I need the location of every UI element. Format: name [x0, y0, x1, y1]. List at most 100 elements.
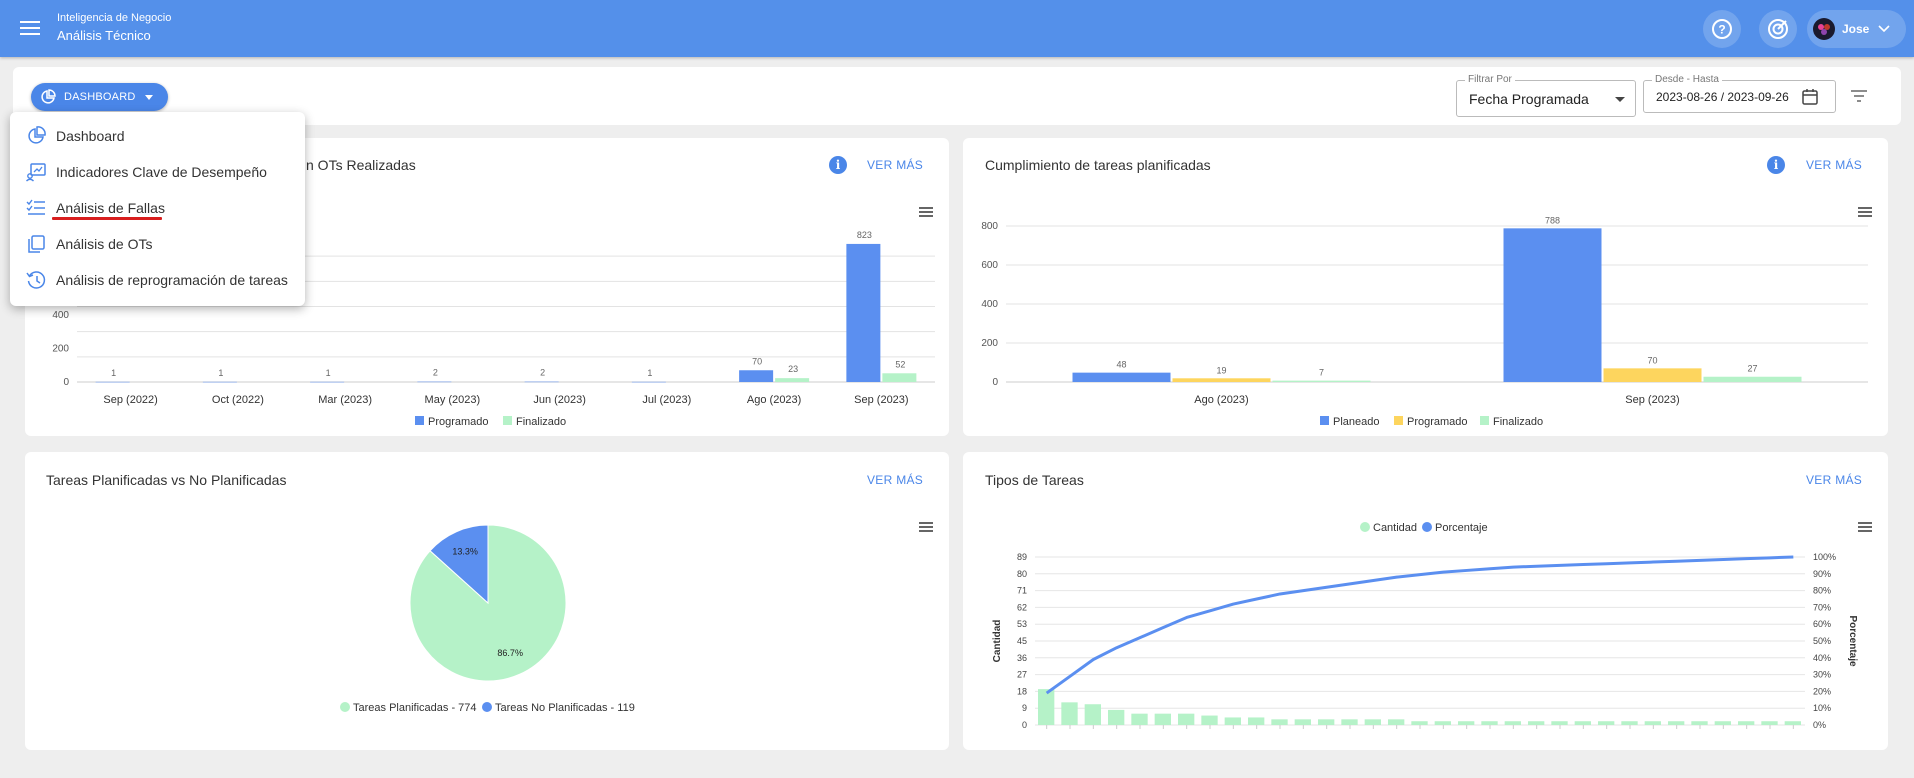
dashboard-select-button[interactable]: DASHBOARD	[31, 83, 168, 111]
data-label: 19	[1216, 365, 1226, 375]
menu-item-label: Análisis de OTs	[56, 236, 153, 252]
bar	[1621, 721, 1638, 725]
legend-swatch	[340, 702, 350, 712]
y-tick-label: 0	[992, 377, 998, 388]
ver-mas-link[interactable]: VER MÁS	[867, 473, 924, 487]
caret-down-icon	[1615, 97, 1625, 102]
bar	[1201, 715, 1218, 725]
filter-icon[interactable]	[1851, 90, 1867, 102]
y-tick-label: 200	[52, 343, 69, 354]
data-label: 1	[647, 368, 652, 378]
y2-tick-label: 0%	[1813, 720, 1826, 730]
bar	[1434, 721, 1451, 725]
bar	[1388, 719, 1405, 725]
ver-mas-link[interactable]: VER MÁS	[1806, 473, 1863, 487]
legend-swatch	[482, 702, 492, 712]
bar	[1108, 709, 1125, 725]
caret-down-icon	[145, 94, 154, 100]
bar	[417, 381, 452, 383]
menu-item-label: Dashboard	[56, 128, 125, 144]
filter-by-select[interactable]: Filtrar Por Fecha Programada	[1456, 74, 1636, 117]
data-label: 2	[540, 368, 545, 378]
data-label: 70	[1647, 355, 1657, 365]
card-tipos-tareas	[963, 452, 1888, 750]
user-menu[interactable]: Jose	[1807, 10, 1906, 48]
y-tick-label: 9	[1022, 703, 1027, 713]
y2-tick-label: 10%	[1813, 703, 1831, 713]
calendar-icon[interactable]	[1801, 88, 1819, 106]
y2-tick-label: 50%	[1813, 636, 1831, 646]
bar	[1248, 717, 1265, 725]
bar	[631, 381, 666, 383]
legend-label: Cantidad	[1373, 522, 1417, 534]
data-label: 70	[752, 356, 762, 366]
bar	[1341, 719, 1358, 725]
legend-swatch	[415, 416, 424, 425]
target-icon[interactable]	[1759, 10, 1797, 48]
y2-tick-label: 80%	[1813, 586, 1831, 596]
chart-cumplimiento: 0 200 400 600 800 Ago (2023) 48 19 7 Sep (2023) 78…	[981, 215, 1868, 428]
chart-menu-icon[interactable]	[1858, 207, 1872, 217]
bar	[1503, 228, 1602, 382]
chart-menu-icon[interactable]	[919, 207, 933, 217]
data-label: 48	[1116, 360, 1126, 370]
y2-tick-label: 60%	[1813, 619, 1831, 629]
menu-item-kpi[interactable]: Indicadores Clave de Desempeño	[10, 154, 305, 190]
bar	[1172, 378, 1271, 382]
avatar	[1813, 18, 1835, 40]
date-range-field[interactable]: Desde - Hasta 2023-08-26 / 2023-09-26	[1643, 74, 1836, 113]
chart-menu-icon[interactable]	[919, 522, 933, 532]
menu-item-analisis-fallas[interactable]: Análisis de Fallas	[10, 190, 305, 226]
bar	[775, 378, 810, 382]
hamburger-menu-icon[interactable]	[18, 17, 42, 39]
data-label: 1	[218, 368, 223, 378]
bar	[1784, 721, 1801, 725]
filter-by-label: Filtrar Por	[1465, 74, 1515, 86]
info-icon[interactable]: i	[1767, 156, 1785, 174]
x-tick-label: Jul (2023)	[642, 394, 691, 406]
history-icon	[26, 271, 46, 289]
kpi-icon	[26, 163, 46, 182]
y2-tick-label: 20%	[1813, 686, 1831, 696]
bar	[739, 370, 774, 382]
menu-item-analisis-ots[interactable]: Análisis de OTs	[10, 226, 305, 262]
bar	[1504, 721, 1521, 725]
card-title: Tipos de Tareas	[985, 472, 1084, 488]
chart-menu-icon[interactable]	[1858, 522, 1872, 532]
bar	[1154, 713, 1171, 725]
date-range-value: 2023-08-26 / 2023-09-26	[1656, 90, 1789, 104]
y-tick-label: 62	[1017, 602, 1027, 612]
legend-label: Programado	[1407, 416, 1468, 428]
legend-swatch	[1360, 522, 1370, 532]
x-tick-label: Oct (2022)	[212, 394, 264, 406]
bar	[1272, 380, 1371, 382]
pie-slice	[429, 524, 489, 605]
y-tick-label: 80	[1017, 569, 1027, 579]
bar	[1084, 704, 1101, 725]
bar	[1178, 713, 1195, 725]
ver-mas-link[interactable]: VER MÁS	[1806, 158, 1863, 172]
y2-tick-label: 70%	[1813, 602, 1831, 612]
bar	[1364, 719, 1381, 725]
info-icon[interactable]: i	[829, 156, 847, 174]
help-icon[interactable]: ?	[1703, 10, 1741, 48]
slice-label: 86.7%	[497, 648, 523, 658]
bar	[1528, 721, 1545, 725]
legend-label: Finalizado	[516, 416, 566, 428]
menu-item-reprogramacion[interactable]: Análisis de reprogramación de tareas	[10, 262, 305, 298]
bar	[1072, 372, 1171, 382]
menu-item-dashboard[interactable]: Dashboard	[10, 118, 305, 154]
x-tick-label: Ago (2023)	[747, 394, 801, 406]
data-label: 7	[1319, 368, 1324, 378]
bar	[95, 381, 130, 383]
x-tick-label: Sep (2022)	[103, 394, 157, 406]
menu-item-label: Análisis de reprogramación de tareas	[56, 272, 288, 288]
data-label: 27	[1747, 364, 1757, 374]
ver-mas-link[interactable]: VER MÁS	[867, 158, 924, 172]
pie-chart-icon	[41, 89, 56, 104]
dashboard-button-label: DASHBOARD	[64, 91, 136, 103]
data-label: 2	[433, 368, 438, 378]
app-title: Inteligencia de Negocio	[57, 12, 172, 24]
card-title: n OTs Realizadas	[306, 157, 416, 173]
y-tick-label: 18	[1017, 686, 1027, 696]
